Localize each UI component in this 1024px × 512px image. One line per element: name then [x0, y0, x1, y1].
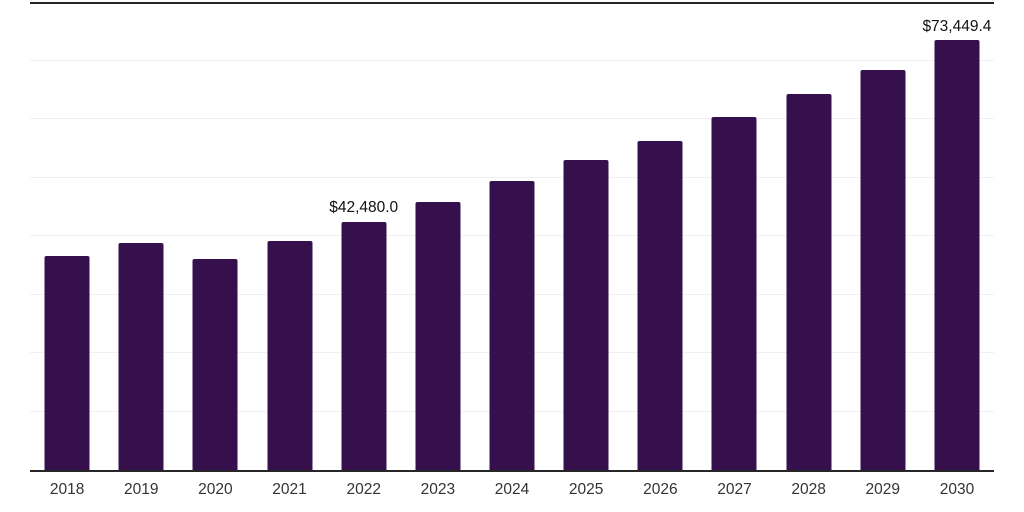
bar-2030[interactable]	[934, 40, 980, 470]
bar-2023[interactable]	[415, 202, 461, 470]
x-label-2030: 2030	[939, 481, 975, 498]
bar-2029[interactable]	[860, 69, 906, 470]
bar-2018[interactable]	[44, 255, 90, 470]
bar-2028[interactable]	[786, 94, 832, 470]
bar-2027[interactable]	[711, 117, 757, 470]
bar-2026[interactable]	[637, 140, 683, 470]
x-label-2026: 2026	[643, 481, 678, 498]
gridline	[30, 176, 994, 178]
bar-2025[interactable]	[563, 159, 609, 470]
gridline	[30, 118, 994, 119]
x-axis-line	[30, 470, 994, 472]
bar-2022[interactable]	[341, 221, 387, 470]
x-label-2021: 2021	[272, 481, 307, 498]
x-label-2022: 2022	[346, 481, 381, 498]
x-label-2019: 2019	[123, 481, 159, 498]
x-label-2025: 2025	[568, 481, 604, 498]
plot-area: $42,480.0 $73,449.4	[30, 2, 994, 472]
plot-top-border	[30, 2, 994, 4]
bar-2024[interactable]	[489, 181, 535, 470]
data-label-2022: $42,480.0	[329, 199, 399, 216]
data-label-2030: $73,449.4	[922, 17, 992, 35]
x-label-2020: 2020	[198, 481, 233, 498]
gridline	[30, 59, 994, 61]
bar-2019[interactable]	[118, 243, 164, 470]
x-label-2018: 2018	[49, 481, 85, 498]
bar-2021[interactable]	[267, 241, 313, 470]
bar-2020[interactable]	[192, 259, 238, 470]
x-axis-labels: 2018 2019 2020 2021 2022 2023 2024 2025 2026 2027…	[30, 480, 994, 500]
x-label-2027: 2027	[717, 481, 752, 498]
x-label-2024: 2024	[494, 481, 530, 498]
x-label-2023: 2023	[420, 481, 456, 498]
x-label-2029: 2029	[865, 481, 901, 498]
x-label-2028: 2028	[791, 481, 826, 498]
